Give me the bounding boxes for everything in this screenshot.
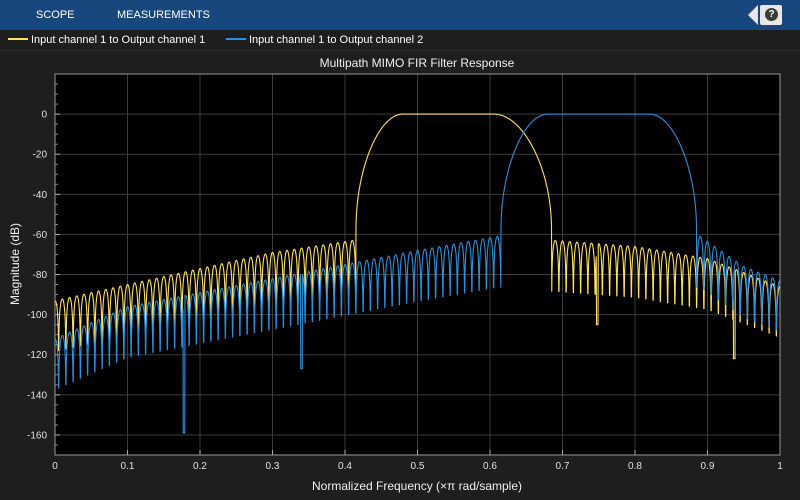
- x-tick-label: 0.7: [556, 461, 570, 472]
- x-tick-label: 0.8: [628, 461, 642, 472]
- x-tick-label: 0.9: [701, 461, 715, 472]
- series-line-2: [54, 113, 781, 434]
- y-tick-label: -100: [27, 310, 47, 321]
- y-tick-label: -160: [27, 430, 47, 441]
- legend-item-series-2[interactable]: Input channel 1 to Output channel 2: [226, 33, 423, 47]
- x-tick-label: 0.5: [411, 461, 425, 472]
- y-tick-label: -140: [27, 390, 47, 401]
- x-tick-label: 0.4: [338, 461, 352, 472]
- x-axis-label: Normalized Frequency (×π rad/sample): [312, 479, 522, 493]
- collapse-toolstrip-icon[interactable]: [748, 5, 758, 25]
- x-tick-label: 0: [52, 461, 58, 472]
- axes-border: [54, 73, 781, 456]
- x-tick-labels: 0 0.1 0.2 0.3 0.4 0.5 0.6 0.7 0.8 0.9 1: [52, 461, 783, 472]
- legend-swatch-series-1: [8, 38, 28, 41]
- series-line-1: [54, 113, 781, 360]
- x-tick-label: 0.6: [483, 461, 497, 472]
- y-tick-labels: 0 -20 -40 -60 -80 -100 -120 -140 -160: [27, 110, 47, 442]
- x-tick-label: 0.3: [266, 461, 280, 472]
- legend-label-series-1: Input channel 1 to Output channel 1: [31, 34, 206, 46]
- y-axis-label: Magnitude (dB): [8, 223, 22, 305]
- x-tick-label: 0.2: [193, 461, 207, 472]
- tab-scope[interactable]: SCOPE: [36, 9, 75, 21]
- y-tick-label: -40: [33, 190, 48, 201]
- legend-item-series-1[interactable]: Input channel 1 to Output channel 1: [8, 33, 205, 47]
- help-icon: ?: [765, 8, 778, 21]
- help-button[interactable]: ?: [760, 5, 782, 25]
- y-tick-label: 0: [41, 110, 47, 121]
- tab-measurements[interactable]: MEASUREMENTS: [117, 9, 210, 21]
- y-tick-label: -120: [27, 350, 47, 361]
- y-tick-label: -80: [33, 270, 48, 281]
- series-group: [54, 113, 781, 434]
- legend: Input channel 1 to Output channel 1 Inpu…: [0, 30, 800, 51]
- toolstrip: SCOPE MEASUREMENTS ?: [0, 0, 800, 30]
- chart-title: Multipath MIMO FIR Filter Response: [320, 56, 515, 70]
- x-tick-label: 1: [777, 461, 783, 472]
- x-tick-label: 0.1: [121, 461, 135, 472]
- legend-label-series-2: Input channel 1 to Output channel 2: [249, 34, 424, 46]
- chart: 0 -20 -40 -60 -80 -100 -120 -140 -160 0 0.1 0.2 0.3…: [8, 56, 783, 493]
- legend-swatch-series-2: [226, 38, 246, 41]
- y-tick-label: -20: [33, 150, 48, 161]
- y-tick-label: -60: [33, 230, 48, 241]
